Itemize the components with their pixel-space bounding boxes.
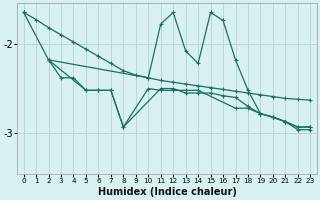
X-axis label: Humidex (Indice chaleur): Humidex (Indice chaleur) bbox=[98, 187, 236, 197]
